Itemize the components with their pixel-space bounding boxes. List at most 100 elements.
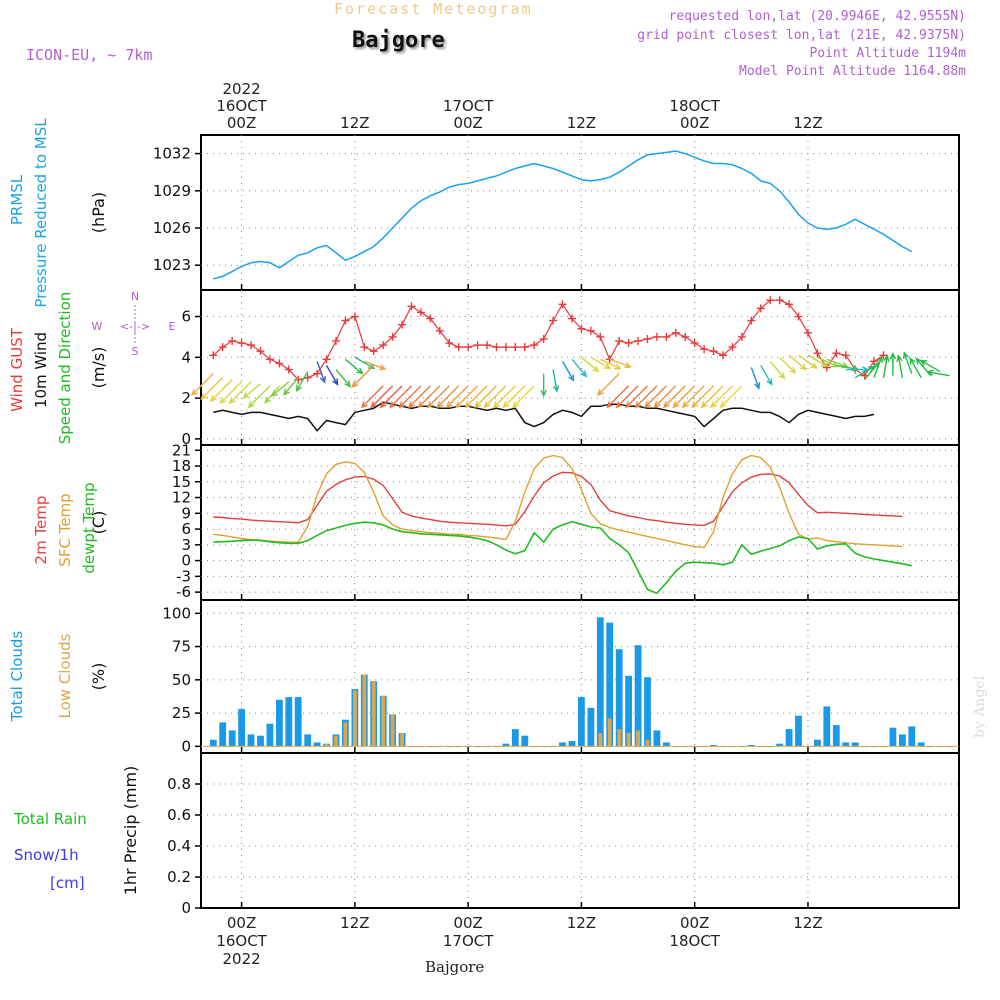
gust-marker bbox=[586, 326, 595, 335]
wind-direction-arrow bbox=[219, 381, 243, 404]
wind-direction-arrowhead bbox=[653, 401, 661, 409]
point-altitude: Point Altitude 1194m bbox=[809, 46, 966, 61]
top-time-label: 12Z bbox=[793, 114, 822, 132]
bottom-time-label: 16OCT bbox=[216, 932, 267, 950]
gust-label: Wind GUST bbox=[8, 327, 26, 412]
y-tick-label: 15 bbox=[172, 473, 191, 491]
wind-direction-arrow bbox=[201, 377, 224, 400]
total-cloud-bar bbox=[615, 649, 623, 747]
gust-marker bbox=[662, 332, 671, 341]
wind-direction-arrow bbox=[465, 385, 488, 408]
wind-direction-arrowhead bbox=[634, 401, 642, 409]
y-axis-unit-label: (hPa) bbox=[89, 192, 108, 233]
total-cloud-bar bbox=[710, 745, 717, 747]
wind-direction-arrow bbox=[335, 369, 351, 387]
wind-direction-arrow bbox=[446, 385, 469, 408]
wind-direction-arrow bbox=[325, 365, 339, 385]
y-tick-label: 1029 bbox=[153, 182, 191, 200]
wind-direction-arrowhead bbox=[344, 380, 352, 388]
wind-direction-arrowhead bbox=[426, 401, 434, 409]
gust-marker bbox=[803, 328, 812, 337]
gust-marker bbox=[832, 349, 841, 358]
top-time-label: 2022 bbox=[222, 80, 260, 98]
wind-direction-arrowhead bbox=[190, 388, 198, 396]
wind-direction-arrow bbox=[590, 356, 611, 369]
wind-direction-arrow bbox=[817, 356, 838, 368]
bottom-time-label: 00Z bbox=[453, 914, 482, 932]
total-cloud-bar bbox=[209, 739, 217, 747]
gust-marker bbox=[473, 341, 482, 350]
low-cloud-bar bbox=[636, 730, 640, 747]
direction-label: Speed and Direction bbox=[56, 292, 74, 445]
total-cloud-bar bbox=[568, 741, 576, 747]
wind-direction-arrow bbox=[779, 356, 796, 374]
wind-direction-arrowhead bbox=[789, 366, 797, 375]
wind-direction-arrowhead bbox=[926, 369, 934, 376]
y-tick-label: 75 bbox=[172, 638, 191, 656]
sfc-temp-label: SFC Temp bbox=[56, 493, 74, 566]
wind-direction-arrow bbox=[710, 385, 733, 408]
grid-point-coords: grid point closest lon,lat (21E, 42.9375… bbox=[637, 28, 966, 43]
total-cloud-bar bbox=[776, 743, 783, 747]
wind-direction-arrow bbox=[644, 385, 667, 408]
bottom-time-label: 18OCT bbox=[669, 932, 720, 950]
wind-direction-arrow bbox=[399, 385, 422, 408]
compass-e: E bbox=[169, 320, 176, 333]
wind-direction-arrowhead bbox=[700, 401, 708, 409]
wind-direction-arrowhead bbox=[810, 362, 818, 369]
gust-marker bbox=[690, 339, 699, 348]
wind-direction-arrowhead bbox=[719, 401, 727, 409]
low-cloud-bar bbox=[381, 695, 386, 747]
wind-direction-arrow bbox=[750, 367, 760, 389]
wind-direction-arrow bbox=[807, 354, 828, 367]
wind-direction-arrowhead bbox=[603, 362, 612, 370]
bottom-time-label: 00Z bbox=[227, 914, 256, 932]
top-time-label: 17OCT bbox=[443, 97, 494, 115]
gust-marker bbox=[700, 345, 709, 354]
wind-direction-arrowhead bbox=[228, 397, 236, 405]
wind-direction-arrow bbox=[701, 385, 724, 408]
wind-direction-arrow bbox=[920, 359, 941, 373]
wind-direction-arrow bbox=[927, 371, 950, 377]
total-cloud-bar bbox=[219, 722, 227, 747]
wind-direction-arrowhead bbox=[580, 370, 588, 378]
wind-direction-arrow bbox=[552, 369, 558, 392]
wind-direction-arrowhead bbox=[356, 367, 364, 375]
wind-direction-arrowhead bbox=[295, 384, 302, 392]
gust-marker bbox=[454, 343, 463, 352]
compass-n: N bbox=[131, 290, 139, 303]
y-tick-label: 0 bbox=[181, 737, 191, 755]
gust-marker bbox=[416, 308, 425, 317]
wind-direction-arrow bbox=[436, 385, 460, 408]
wind-direction-arrowhead bbox=[799, 363, 808, 371]
wind-direction-arrowhead bbox=[332, 378, 339, 386]
wind-direction-arrowhead bbox=[644, 401, 652, 409]
top-time-label: 00Z bbox=[680, 114, 709, 132]
total-cloud-bar bbox=[814, 739, 821, 747]
wind-direction-arrowhead bbox=[681, 401, 689, 409]
gust-marker bbox=[265, 355, 274, 364]
wind-direction-arrowhead bbox=[378, 364, 387, 371]
gust-marker bbox=[794, 312, 803, 321]
wind-direction-arrow bbox=[493, 385, 516, 408]
gust-marker bbox=[775, 296, 784, 305]
wind-direction-arrow bbox=[361, 385, 384, 408]
bottom-time-label: 12Z bbox=[567, 914, 596, 932]
gust-marker bbox=[520, 343, 529, 352]
wind-direction-arrow bbox=[597, 373, 620, 396]
wind-label: 10m Wind bbox=[32, 332, 50, 408]
y-tick-label: 0 bbox=[181, 552, 191, 570]
gust-marker bbox=[407, 302, 416, 311]
gust-marker bbox=[464, 343, 473, 352]
wind-direction-arrow bbox=[344, 358, 363, 375]
total-cloud-bar bbox=[313, 742, 321, 747]
y-axis-unit-label: (m/s) bbox=[89, 347, 108, 389]
y-tick-label: 0.6 bbox=[167, 806, 191, 824]
wind-direction-arrowhead bbox=[766, 378, 773, 386]
top-time-label: 12Z bbox=[567, 114, 596, 132]
total-cloud-bar bbox=[908, 726, 916, 747]
gust-marker bbox=[549, 316, 558, 325]
compass-s: S bbox=[132, 345, 139, 358]
model-label: ICON-EU, ~ 7km bbox=[26, 46, 153, 64]
